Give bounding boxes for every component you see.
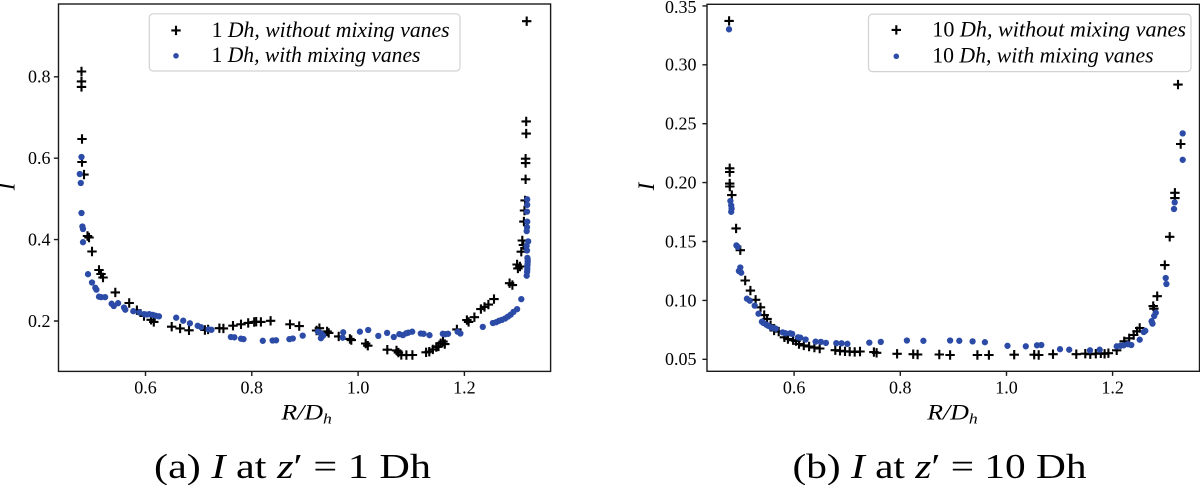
svg-text:0.6: 0.6 <box>783 378 806 398</box>
svg-text:0.15: 0.15 <box>665 231 697 251</box>
svg-text:(b) I at z′ = 10 Dh: (b) I at z′ = 10 Dh <box>793 447 1088 485</box>
svg-text:1.0: 1.0 <box>995 378 1018 398</box>
svg-text:0.20: 0.20 <box>665 173 697 193</box>
svg-text:I: I <box>0 181 20 191</box>
svg-text:1 Dh, with mixing vanes: 1 Dh, with mixing vanes <box>212 42 421 67</box>
svg-text:0.30: 0.30 <box>665 55 697 75</box>
svg-text:0.4: 0.4 <box>28 230 51 250</box>
svg-text:0.05: 0.05 <box>665 349 697 369</box>
svg-text:1.0: 1.0 <box>347 378 370 398</box>
svg-text:(a) I at z′ = 1 Dh: (a) I at z′ = 1 Dh <box>154 447 432 485</box>
svg-text:0.6: 0.6 <box>134 378 157 398</box>
svg-text:0.35: 0.35 <box>665 0 697 17</box>
svg-text:0.2: 0.2 <box>28 311 51 331</box>
svg-text:1.2: 1.2 <box>453 378 476 398</box>
svg-text:1 Dh, without mixing vanes: 1 Dh, without mixing vanes <box>212 17 450 42</box>
svg-text:0.6: 0.6 <box>28 148 51 168</box>
svg-text:0.10: 0.10 <box>665 290 697 310</box>
svg-text:10 Dh, with mixing vanes: 10 Dh, with mixing vanes <box>932 43 1153 68</box>
svg-text:I: I <box>634 181 659 191</box>
svg-text:10 Dh, without mixing vanes: 10 Dh, without mixing vanes <box>932 16 1186 41</box>
svg-text:1.2: 1.2 <box>1101 378 1124 398</box>
svg-text:0.8: 0.8 <box>241 378 264 398</box>
svg-text:0.8: 0.8 <box>28 67 51 87</box>
svg-text:0.25: 0.25 <box>665 114 697 134</box>
svg-text:0.8: 0.8 <box>889 378 912 398</box>
